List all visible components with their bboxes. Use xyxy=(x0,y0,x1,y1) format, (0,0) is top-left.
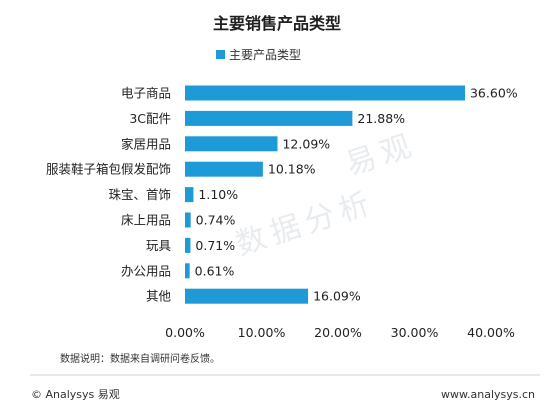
value-label: 21.88% xyxy=(357,111,405,126)
category-label: 电子商品 xyxy=(121,86,171,101)
bar xyxy=(185,85,465,101)
value-label: 0.74% xyxy=(196,213,236,228)
value-label: 1.10% xyxy=(198,187,238,202)
x-tick-label: 20.00% xyxy=(314,325,362,340)
bar xyxy=(185,110,353,126)
category-label: 床上用品 xyxy=(121,213,171,228)
bar xyxy=(185,288,309,304)
category-label: 珠宝、首饰 xyxy=(108,187,171,202)
bar xyxy=(185,263,190,279)
value-label: 0.61% xyxy=(195,263,235,278)
category-label: 3C配件 xyxy=(129,111,171,126)
x-axis-ticks: 0.00% 10.00% 20.00% 30.00% 40.00% xyxy=(165,325,515,340)
bar xyxy=(185,237,191,253)
watermark-slogan: 数据分析 xyxy=(232,185,380,263)
category-label: 服装鞋子箱包假发配饰 xyxy=(46,162,171,177)
legend: 主要产品类型 xyxy=(216,48,301,62)
data-note: 数据说明：数据来自调研问卷反馈。 xyxy=(60,352,220,365)
watermark-brand: 易观 xyxy=(342,127,421,183)
value-label: 12.09% xyxy=(282,136,330,151)
legend-swatch xyxy=(216,50,225,59)
bar xyxy=(185,161,263,177)
category-label: 其他 xyxy=(146,289,172,304)
category-label: 家居用品 xyxy=(121,136,171,151)
bar xyxy=(185,212,191,228)
value-label: 10.18% xyxy=(268,162,316,177)
footer-copyright: © Analysys 易观 xyxy=(31,388,120,401)
value-label: 0.71% xyxy=(195,238,235,253)
legend-label: 主要产品类型 xyxy=(229,48,301,62)
category-label: 玩具 xyxy=(146,238,172,253)
value-label: 16.09% xyxy=(313,289,361,304)
chart-title: 主要销售产品类型 xyxy=(213,14,341,33)
value-label: 36.60% xyxy=(470,86,518,101)
x-tick-label: 0.00% xyxy=(165,325,205,340)
x-tick-label: 10.00% xyxy=(238,325,286,340)
value-labels: 36.60% 21.88% 12.09% 10.18% 1.10% 0.74% 0.71% 0… xyxy=(195,86,518,304)
x-tick-label: 40.00% xyxy=(467,325,515,340)
bar xyxy=(185,187,194,203)
category-label: 办公用品 xyxy=(121,263,171,278)
x-tick-label: 30.00% xyxy=(391,325,439,340)
footer-website[interactable]: www.analysys.cn xyxy=(441,388,535,401)
bars xyxy=(185,85,465,304)
bar xyxy=(185,136,278,152)
